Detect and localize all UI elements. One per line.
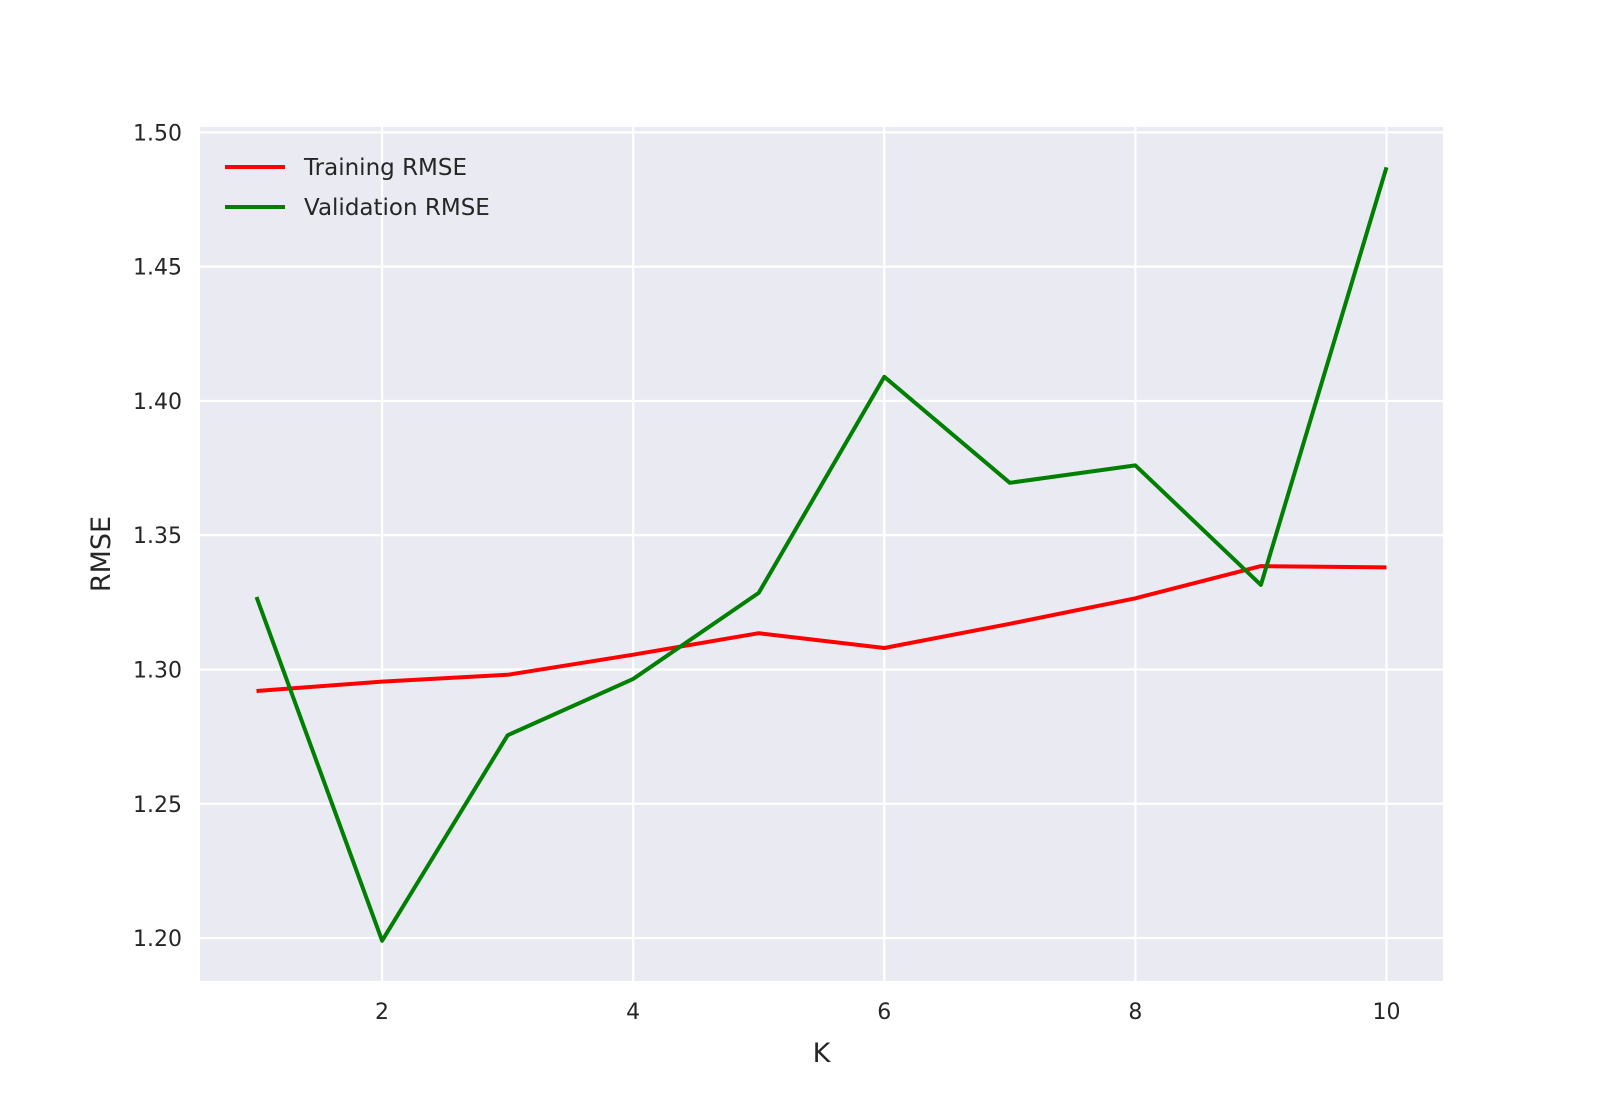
y-tick-label: 1.20: [133, 927, 182, 952]
series-lines: [254, 166, 1389, 943]
series-line-training: [256, 564, 1387, 693]
x-tick-label: 6: [877, 1000, 891, 1025]
x-axis-label: K: [813, 1038, 832, 1069]
legend-label: Validation RMSE: [304, 195, 490, 221]
y-tick-label: 1.50: [133, 121, 182, 146]
x-tick-label: 8: [1128, 1000, 1142, 1025]
y-tick-label: 1.40: [133, 390, 182, 415]
y-tick-label: 1.25: [133, 793, 182, 818]
legend: Training RMSE Validation RMSE: [225, 155, 490, 221]
x-tick-label: 2: [375, 1000, 389, 1025]
series-line-validation: [254, 166, 1389, 943]
x-tick-label: 4: [626, 1000, 640, 1025]
plot-area: [200, 127, 1443, 981]
legend-label: Training RMSE: [303, 155, 467, 181]
tick-labels: 1.20 1.25 1.30 1.35 1.40 1.45 1.50 2 4 6 8 10: [133, 121, 1400, 1025]
y-axis-label: RMSE: [86, 516, 117, 592]
x-tick-label: 10: [1373, 1000, 1401, 1025]
y-tick-label: 1.45: [133, 256, 182, 281]
y-tick-label: 1.35: [133, 524, 182, 549]
grid: [200, 127, 1443, 981]
y-tick-label: 1.30: [133, 658, 182, 683]
